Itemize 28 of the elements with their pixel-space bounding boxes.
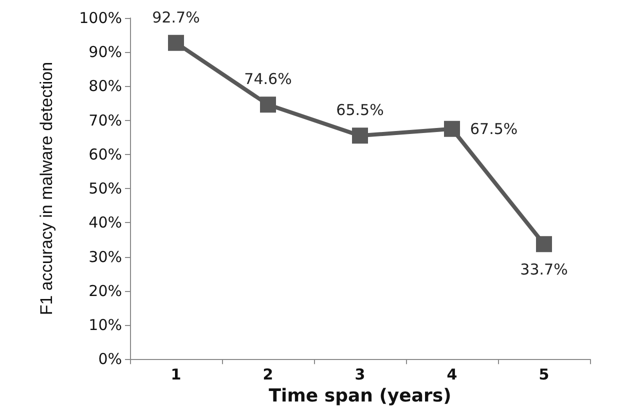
point (168, 34, 184, 51)
data-label: 65.5% (336, 101, 384, 120)
y-axis-title: F1 accuracy in malware detection (37, 62, 56, 316)
y-tick-label: 80% (88, 77, 122, 96)
y-tick-label: 70% (88, 111, 122, 130)
y-tick-label: 20% (88, 282, 122, 300)
x-tick-label: 4 (446, 366, 458, 384)
y-tick-label: 100% (79, 9, 122, 27)
y-tick-label: 40% (88, 214, 122, 232)
y-tick-label: 0% (98, 350, 122, 368)
x-tick-label: 3 (354, 366, 366, 384)
data-label: 33.7% (520, 260, 568, 279)
y-tick-label: 30% (88, 248, 122, 266)
point (352, 128, 368, 144)
data-label: 92.7% (152, 8, 200, 26)
y-tick-label: 60% (88, 145, 122, 164)
x-tick-label: 5 (538, 366, 550, 384)
data-label: 67.5% (470, 120, 518, 138)
x-tick-label: 1 (170, 366, 182, 384)
y-tick-label: 90% (88, 43, 122, 62)
x-tick-label: 2 (262, 366, 274, 384)
x-axis-title: Time span (years) (268, 386, 452, 406)
point (260, 96, 276, 113)
point (444, 120, 460, 137)
data-label: 74.6% (244, 70, 292, 88)
y-tick-label: 10% (88, 316, 122, 334)
point (536, 236, 552, 252)
y-tick-label: 50% (88, 180, 122, 198)
